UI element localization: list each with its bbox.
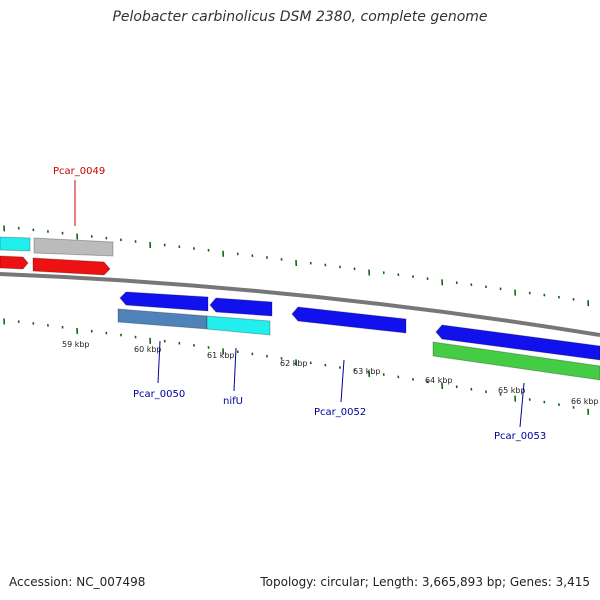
scale-label: 65 kbp — [498, 386, 526, 395]
gene-feature-blue[interactable] — [435, 324, 600, 361]
scale-label: 63 kbp — [353, 367, 381, 376]
callout-line — [233, 347, 237, 392]
scale-label: 62 kbp — [280, 359, 308, 368]
gene-feature-blue[interactable] — [291, 306, 407, 334]
gene-feature-green[interactable] — [432, 341, 600, 381]
callout-line — [157, 340, 161, 384]
map-title: Pelobacter carbinolicus DSM 2380, comple… — [112, 9, 488, 25]
gene-feature-blue[interactable] — [119, 291, 209, 312]
gene-feature-red[interactable] — [0, 255, 29, 270]
scale-label: 60 kbp — [134, 345, 162, 354]
scale-label: 64 kbp — [425, 376, 453, 385]
gene-feature-cyan[interactable] — [0, 236, 31, 252]
scale-label: 61 kbp — [207, 351, 235, 360]
genome-backbone — [0, 272, 600, 337]
gene-label-pcar-0049[interactable]: Pcar_0049 — [53, 166, 105, 177]
gene-label-pcar-0053[interactable]: Pcar_0053 — [494, 431, 546, 442]
scale-label: 66 kbp — [571, 397, 599, 406]
upper-tick-track — [3, 225, 590, 307]
gene-feature-steel[interactable] — [117, 308, 208, 330]
gene-feature-gray[interactable] — [33, 237, 114, 257]
gene-feature-cyan[interactable] — [206, 315, 271, 336]
gene-label-pcar-0050[interactable]: Pcar_0050 — [133, 389, 185, 400]
lower-tick-track — [3, 318, 590, 415]
gene-feature-blue[interactable] — [209, 297, 273, 317]
scale-labels: 59 kbp 60 kbp 61 kbp 62 kbp 63 kbp 64 kb… — [62, 340, 599, 406]
gene-feature-red[interactable] — [32, 257, 111, 276]
accession-text: Accession: NC_007498 — [9, 575, 146, 589]
callout-line — [340, 359, 345, 403]
gene-label-nifu[interactable]: nifU — [223, 396, 243, 407]
gene-label-pcar-0052[interactable]: Pcar_0052 — [314, 407, 366, 418]
genome-summary-text: Topology: circular; Length: 3,665,893 bp… — [260, 575, 590, 589]
callout-line — [519, 382, 525, 428]
scale-label: 59 kbp — [62, 340, 90, 349]
